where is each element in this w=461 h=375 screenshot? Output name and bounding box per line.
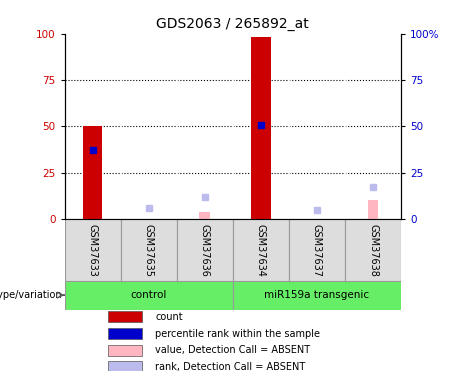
Text: control: control xyxy=(130,290,167,300)
Text: GSM37633: GSM37633 xyxy=(88,224,98,277)
Text: GSM37635: GSM37635 xyxy=(144,224,154,277)
Text: percentile rank within the sample: percentile rank within the sample xyxy=(155,328,320,339)
Title: GDS2063 / 265892_at: GDS2063 / 265892_at xyxy=(156,17,309,32)
Bar xyxy=(345,219,401,281)
Text: value, Detection Call = ABSENT: value, Detection Call = ABSENT xyxy=(155,345,311,355)
Bar xyxy=(367,201,378,219)
Bar xyxy=(108,311,142,322)
Bar xyxy=(199,211,210,219)
Bar xyxy=(65,281,233,309)
Bar xyxy=(233,281,401,309)
Bar xyxy=(121,219,177,281)
Text: GSM37637: GSM37637 xyxy=(312,224,322,277)
Text: GSM37638: GSM37638 xyxy=(368,224,378,277)
Text: count: count xyxy=(155,312,183,322)
Bar xyxy=(233,219,289,281)
Text: genotype/variation: genotype/variation xyxy=(0,290,62,300)
Bar xyxy=(108,345,142,356)
Text: GSM37636: GSM37636 xyxy=(200,224,210,277)
Bar xyxy=(108,328,142,339)
Bar xyxy=(251,38,271,219)
Bar xyxy=(177,219,233,281)
Text: miR159a transgenic: miR159a transgenic xyxy=(264,290,370,300)
Bar xyxy=(83,126,102,219)
Bar xyxy=(289,219,345,281)
Text: rank, Detection Call = ABSENT: rank, Detection Call = ABSENT xyxy=(155,362,306,372)
Text: GSM37634: GSM37634 xyxy=(256,224,266,277)
Bar xyxy=(108,362,142,372)
Bar xyxy=(65,219,121,281)
